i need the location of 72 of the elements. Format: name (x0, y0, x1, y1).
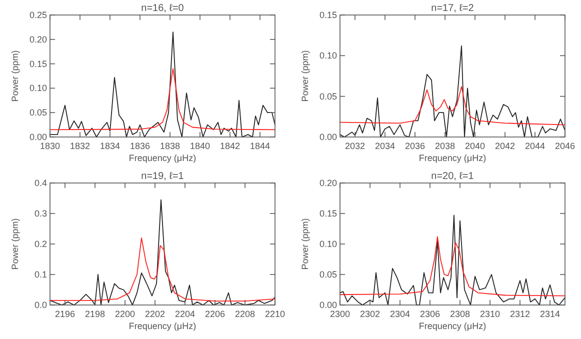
y-tick-label: 0.05 (319, 270, 337, 280)
x-tick-label: 2202 (144, 309, 166, 319)
y-tick-label: 0.3 (34, 208, 47, 218)
x-tick-label: 1834 (100, 141, 120, 151)
y-tick-label: 0.1 (34, 270, 47, 280)
x-tick-label: 2206 (204, 309, 226, 319)
x-tick-label: 2306 (420, 309, 440, 319)
x-tick-label: 2208 (234, 309, 256, 319)
x-tick-label: 2304 (390, 309, 410, 319)
y-tick-label: 0.05 (29, 108, 47, 118)
line-series (50, 32, 276, 138)
x-tick-label: 2032 (344, 141, 366, 151)
x-tick-label: 2210 (264, 309, 286, 319)
x-tick-label: 1842 (220, 141, 240, 151)
x-tick-label: 2036 (404, 141, 426, 151)
x-axis-title: Frequency (μHz) (418, 321, 486, 331)
y-axis-title: Power (ppm) (300, 50, 310, 102)
y-axis-title: Power (ppm) (10, 218, 20, 270)
x-tick-label: 2046 (554, 141, 576, 151)
x-tick-label: 1844 (250, 141, 270, 151)
line-series (50, 68, 276, 130)
line-series (340, 86, 566, 126)
y-tick-label: 0.00 (29, 132, 47, 142)
x-tick-label: 2312 (510, 309, 530, 319)
y-tick-label: 0.2 (34, 239, 47, 249)
x-tick-label: 2204 (174, 309, 196, 319)
x-tick-label: 1830 (40, 141, 60, 151)
x-tick-label: 2200 (114, 309, 136, 319)
chart-title: n=16, ℓ=0 (141, 3, 184, 14)
y-tick-label: 0.10 (29, 83, 47, 94)
x-tick-label: 2198 (84, 309, 106, 319)
y-tick-label: 0.15 (319, 10, 337, 20)
x-tick-label: 2308 (450, 309, 470, 319)
x-tick-label: 2040 (464, 141, 486, 151)
x-tick-label: 2042 (494, 141, 516, 151)
x-tick-label: 2314 (540, 309, 560, 319)
y-axis-title: Power (ppm) (10, 50, 20, 102)
x-axis-title: Frequency (μHz) (128, 153, 196, 163)
y-tick-label: 0.0 (34, 300, 47, 310)
y-tick-label: 0.15 (29, 58, 47, 69)
line-series (340, 214, 566, 306)
y-axis-title: Power (ppm) (300, 218, 310, 270)
x-axis-title: Frequency (μHz) (418, 153, 486, 163)
y-tick-label: 0.00 (319, 300, 337, 310)
x-tick-label: 1838 (160, 141, 180, 151)
x-tick-label: 1840 (190, 141, 210, 151)
x-tick-label: 2300 (330, 309, 350, 319)
y-tick-label: 0.20 (319, 178, 337, 188)
line-series (340, 45, 566, 138)
y-tick-label: 0.10 (319, 50, 337, 61)
x-tick-label: 2196 (54, 309, 76, 319)
x-tick-label: 2044 (524, 141, 546, 151)
line-series (50, 199, 276, 306)
chart-title: n=19, ℓ=1 (141, 171, 184, 182)
x-tick-label: 2310 (480, 309, 500, 319)
x-tick-label: 1832 (70, 141, 90, 151)
chart-title: n=20, ℓ=1 (431, 171, 474, 182)
y-tick-label: 0.15 (319, 208, 337, 218)
chart-title: n=17, ℓ=2 (431, 3, 474, 14)
y-tick-label: 0.05 (319, 91, 337, 102)
y-tick-label: 0.20 (29, 34, 47, 44)
y-tick-label: 0.10 (319, 239, 337, 249)
y-tick-label: 0.25 (29, 10, 47, 20)
x-tick-label: 2034 (374, 141, 396, 151)
x-tick-label: 1836 (130, 141, 150, 151)
line-series (340, 236, 566, 296)
x-tick-label: 2302 (360, 309, 380, 319)
x-axis-title: Frequency (μHz) (128, 321, 196, 331)
line-series (50, 237, 276, 302)
y-tick-label: 0.4 (34, 178, 47, 188)
y-tick-label: 0.00 (319, 132, 337, 142)
x-tick-label: 2038 (434, 141, 456, 151)
